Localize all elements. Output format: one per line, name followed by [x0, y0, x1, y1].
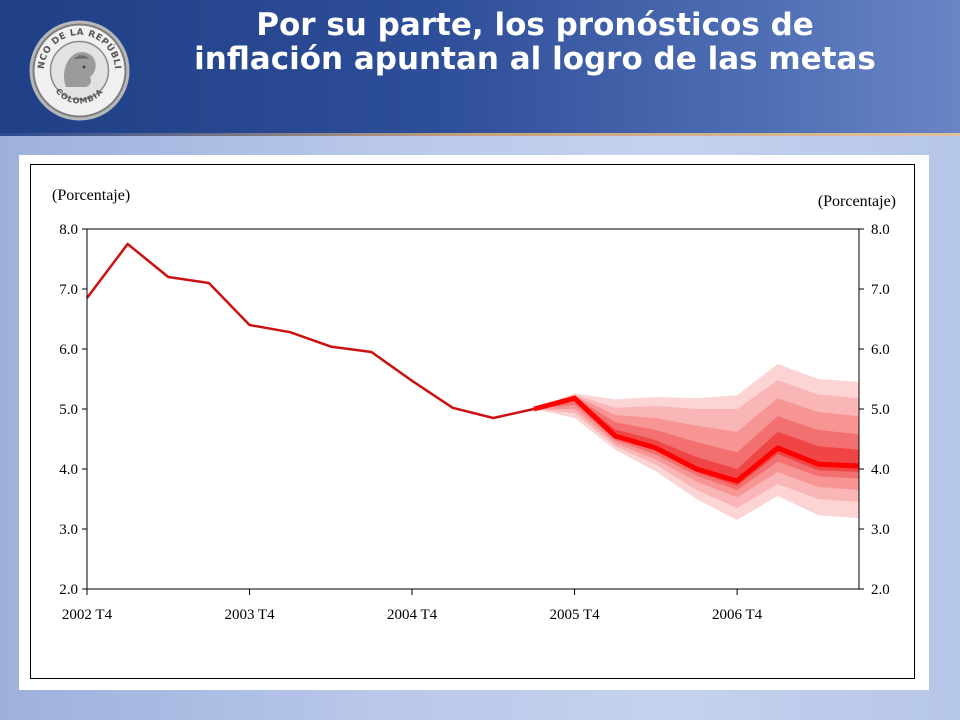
liberty-head-icon: [64, 52, 96, 87]
y-tick-label-left: 7.0: [59, 282, 78, 298]
banco-de-la-republica-seal: BANCO DE LA REPÚBLICA COLOMBIA: [28, 19, 130, 121]
slide-header: BANCO DE LA REPÚBLICA COLOMBIA Por su pa…: [0, 0, 960, 133]
x-tick-label: 2002 T4: [62, 607, 113, 623]
y-tick-label-left: 3.0: [59, 522, 78, 538]
x-tick-label: 2004 T4: [387, 607, 438, 623]
y-tick-label-left: 8.0: [59, 222, 78, 238]
y-axis-label-left: (Porcentaje): [52, 187, 130, 204]
y-tick-label-right: 4.0: [871, 462, 890, 478]
header-divider: [0, 133, 960, 136]
chart-lines: [86, 242, 860, 484]
y-tick-label-left: 6.0: [59, 342, 78, 358]
y-tick-label-right: 5.0: [871, 402, 890, 418]
y-tick-label-right: 8.0: [871, 222, 890, 238]
series-line-historical: [86, 242, 575, 420]
fan-chart-bands: [533, 364, 859, 520]
y-tick-label-left: 2.0: [59, 582, 78, 598]
chart-frame: (Porcentaje) (Porcentaje) 2.0 2.0 3.0 3.0 4.…: [30, 164, 915, 679]
y-tick-label-left: 5.0: [59, 402, 78, 418]
x-tick-label: 2006 T4: [712, 607, 763, 623]
y-axis-label-right: (Porcentaje): [818, 193, 896, 210]
x-tick-label: 2003 T4: [224, 607, 275, 623]
y-tick-label-right: 7.0: [871, 282, 890, 298]
chart-axes: [82, 228, 864, 595]
slide-title: Por su parte, los pronósticos de inflaci…: [194, 7, 876, 77]
y-tick-label-right: 6.0: [871, 342, 890, 358]
fan-band-4: [533, 397, 859, 490]
x-tick-label: 2005 T4: [550, 607, 601, 623]
chart-tick-labels: 2.0 2.0 3.0 3.0 4.0 4.0 5.0 5.0 6.0 6.0 7.0 7.0 8.0 8…: [59, 222, 890, 623]
inflation-fan-chart: (Porcentaje) (Porcentaje) 2.0 2.0 3.0 3.0 4.…: [52, 187, 896, 623]
y-tick-label-right: 3.0: [871, 522, 890, 538]
y-tick-label-left: 4.0: [59, 462, 78, 478]
series-line-fan-central: [533, 395, 860, 484]
chart-panel: (Porcentaje) (Porcentaje) 2.0 2.0 3.0 3.0 4.…: [19, 155, 929, 690]
y-tick-label-right: 2.0: [871, 582, 890, 598]
